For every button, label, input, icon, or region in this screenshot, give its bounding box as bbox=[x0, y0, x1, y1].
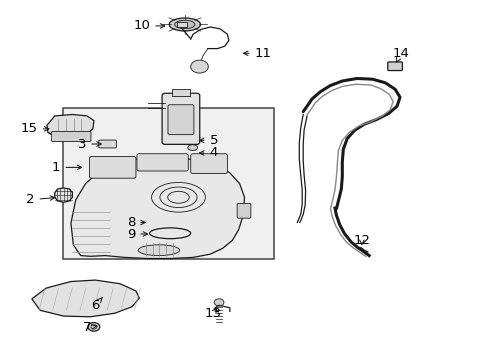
Bar bbox=[177, 22, 186, 27]
Text: 2: 2 bbox=[26, 193, 55, 206]
Text: 5: 5 bbox=[199, 134, 218, 147]
Text: 12: 12 bbox=[353, 234, 369, 247]
Text: 14: 14 bbox=[392, 47, 408, 63]
Ellipse shape bbox=[174, 20, 195, 29]
FancyBboxPatch shape bbox=[190, 154, 227, 174]
Bar bbox=[172, 89, 189, 96]
Text: 6: 6 bbox=[91, 297, 102, 312]
FancyBboxPatch shape bbox=[168, 105, 193, 135]
Bar bbox=[62, 108, 273, 259]
Circle shape bbox=[190, 60, 208, 73]
FancyBboxPatch shape bbox=[51, 131, 91, 141]
Text: 13: 13 bbox=[204, 307, 221, 320]
FancyBboxPatch shape bbox=[387, 62, 402, 71]
Polygon shape bbox=[71, 158, 244, 258]
Text: 15: 15 bbox=[21, 122, 49, 135]
Ellipse shape bbox=[169, 18, 200, 31]
Text: 10: 10 bbox=[133, 19, 164, 32]
Ellipse shape bbox=[187, 145, 197, 150]
Text: 8: 8 bbox=[126, 216, 145, 229]
Polygon shape bbox=[47, 114, 94, 139]
FancyBboxPatch shape bbox=[137, 154, 188, 171]
Ellipse shape bbox=[188, 137, 197, 142]
FancyBboxPatch shape bbox=[99, 140, 116, 148]
Circle shape bbox=[88, 323, 100, 331]
Polygon shape bbox=[55, 188, 72, 202]
Text: 1: 1 bbox=[52, 161, 81, 174]
Polygon shape bbox=[32, 280, 139, 317]
Text: 3: 3 bbox=[78, 138, 101, 150]
Text: 11: 11 bbox=[243, 47, 271, 60]
FancyBboxPatch shape bbox=[237, 203, 250, 218]
Text: 4: 4 bbox=[199, 147, 218, 159]
Text: 7: 7 bbox=[82, 321, 97, 334]
Text: 9: 9 bbox=[126, 228, 147, 240]
Ellipse shape bbox=[138, 245, 180, 256]
FancyBboxPatch shape bbox=[89, 157, 136, 178]
FancyBboxPatch shape bbox=[162, 93, 200, 144]
Circle shape bbox=[214, 299, 224, 306]
